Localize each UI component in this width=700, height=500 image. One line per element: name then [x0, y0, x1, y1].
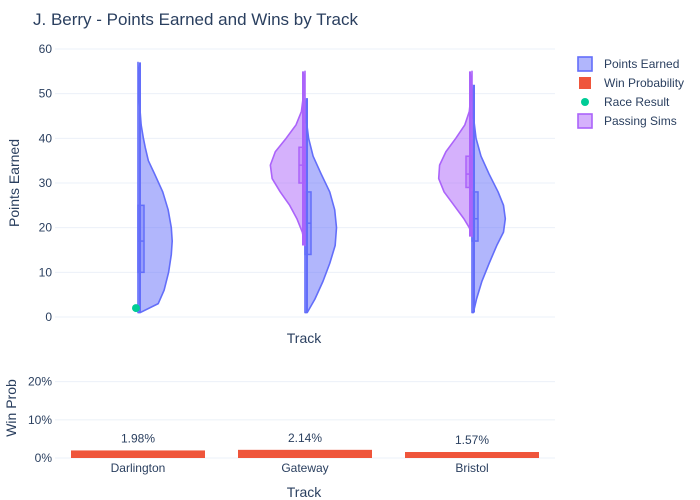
win-prob-bar — [405, 452, 539, 458]
top-y-ticks: 0 10 20 30 40 50 60 — [39, 42, 53, 324]
legend-label: Race Result — [604, 95, 670, 109]
bottom-x-tick-label: Gateway — [281, 461, 328, 475]
bottom-x-tick-label: Darlington — [111, 461, 166, 475]
race-result-point — [132, 304, 140, 313]
legend-swatch — [581, 98, 589, 106]
win-prob-bar-label: 2.14% — [288, 431, 322, 445]
bottom-y-tick-label: 20% — [28, 375, 52, 389]
top-y-tick-label: 10 — [39, 265, 53, 279]
top-y-tick-label: 50 — [39, 87, 53, 101]
legend: Points Earned Win Probability Race Result P… — [577, 56, 684, 129]
legend-item: Passing Sims — [577, 113, 677, 129]
legend-label: Win Probability — [604, 76, 684, 90]
violin-half — [437, 70, 473, 238]
bottom-x-tick-label: Bristol — [455, 461, 488, 475]
violin-half — [137, 61, 173, 314]
bottom-x-ticks: Darlington Gateway Bristol — [111, 461, 489, 475]
top-y-tick-label: 60 — [39, 42, 53, 56]
violin-box — [471, 191, 479, 242]
top-x-axis-title: Track — [287, 330, 322, 346]
win-probability-bars: 1.98% 2.14% 1.57% — [71, 431, 539, 458]
legend-swatch — [577, 56, 593, 72]
bottom-x-axis-title: Track — [287, 484, 322, 500]
top-y-tick-label: 40 — [39, 131, 53, 145]
top-y-axis-title: Points Earned — [6, 139, 22, 227]
win-prob-bar-label: 1.57% — [455, 433, 489, 447]
legend-item: Race Result — [581, 95, 670, 109]
violin-box — [465, 155, 473, 189]
chart-title: J. Berry - Points Earned and Wins by Tra… — [33, 10, 359, 29]
win-prob-bar-label: 1.98% — [121, 431, 155, 445]
bottom-y-axis-title: Win Prob — [3, 379, 19, 437]
legend-label: Points Earned — [604, 57, 679, 71]
top-y-tick-label: 0 — [45, 310, 52, 324]
violin-plot-area — [132, 61, 507, 314]
bottom-y-tick-label: 10% — [28, 413, 52, 427]
top-y-tick-label: 30 — [39, 176, 53, 190]
top-y-tick-label: 20 — [39, 221, 53, 235]
legend-item: Points Earned — [577, 56, 679, 72]
violin-box — [137, 204, 145, 274]
bottom-y-tick-label: 0% — [35, 451, 53, 465]
legend-swatch — [579, 77, 591, 89]
bottom-y-ticks: 0% 10% 20% — [28, 375, 52, 465]
win-prob-bar — [238, 449, 372, 458]
win-prob-bar — [71, 450, 205, 458]
legend-item: Win Probability — [579, 76, 684, 90]
legend-swatch — [577, 113, 593, 129]
legend-label: Passing Sims — [604, 114, 677, 128]
